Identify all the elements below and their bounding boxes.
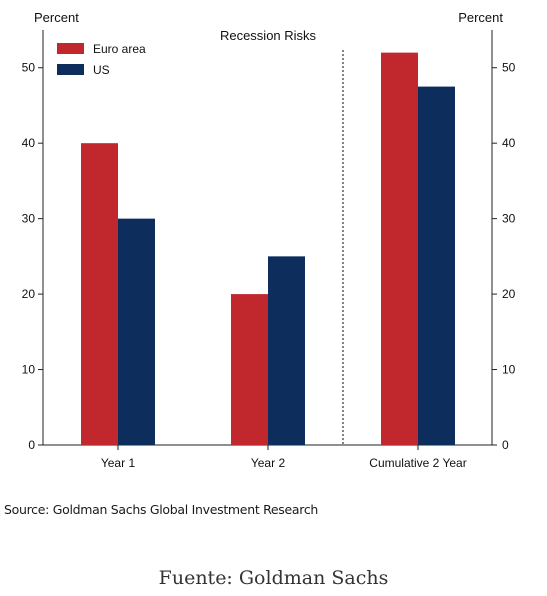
- left-tick-label: 10: [22, 363, 36, 377]
- right-tick-label: 30: [502, 212, 516, 226]
- bar-us-cumulative-2-year: [418, 86, 455, 445]
- bar-euro-area-cumulative-2-year: [381, 52, 418, 446]
- bar-us-year-2: [268, 256, 305, 445]
- bar-euro-area-year-1: [81, 143, 118, 445]
- source-note: Source: Goldman Sachs Global Investment …: [4, 502, 319, 517]
- x-tick-label: Year 1: [101, 456, 136, 470]
- bar-chart: Percent Percent Recession Risks 0 0 10 10 20…: [22, 10, 516, 470]
- bar-euro-area-year-2: [231, 294, 268, 445]
- left-tick-label: 40: [22, 136, 36, 150]
- right-tick-label: 20: [502, 287, 516, 301]
- legend: Euro area US: [57, 42, 146, 77]
- right-tick-label: 50: [502, 61, 516, 75]
- right-tick-label: 40: [502, 136, 516, 150]
- legend-swatch-us: [57, 64, 84, 75]
- bar-us-year-1: [118, 218, 155, 445]
- left-tick-label: 0: [28, 438, 35, 452]
- legend-label-euro-area: Euro area: [93, 42, 146, 56]
- legend-label-us: US: [93, 63, 110, 77]
- left-tick-label: 50: [22, 61, 36, 75]
- caption: Fuente: Goldman Sachs: [158, 567, 389, 589]
- left-tick-label: 30: [22, 212, 36, 226]
- right-tick-label: 0: [502, 438, 509, 452]
- left-tick-label: 20: [22, 287, 36, 301]
- x-tick-label: Cumulative 2 Year: [369, 456, 466, 470]
- legend-swatch-euro-area: [57, 43, 84, 54]
- chart-title: Recession Risks: [220, 28, 317, 43]
- x-tick-label: Year 2: [251, 456, 286, 470]
- left-axis-title: Percent: [34, 10, 79, 25]
- right-axis-title: Percent: [458, 10, 503, 25]
- right-tick-label: 10: [502, 363, 516, 377]
